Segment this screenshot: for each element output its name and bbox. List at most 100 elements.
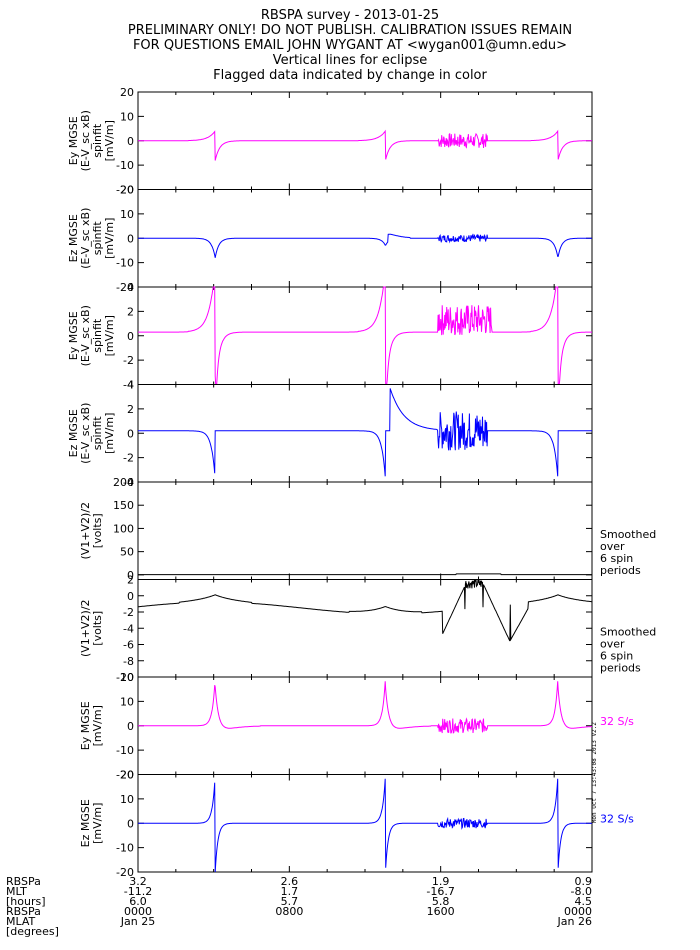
side-annotation: 32 S/s <box>600 715 634 728</box>
y-axis-label-line: (V1+V2)/2 <box>79 502 92 560</box>
panel-frame <box>137 384 593 483</box>
series-line <box>137 579 592 642</box>
ephemeris-value: 5.8 <box>432 895 450 908</box>
y-axis-label-line: Ez MGSE <box>79 799 92 847</box>
y-tick-label: -20 <box>116 184 134 197</box>
y-tick-label: 150 <box>113 499 134 512</box>
y-tick-label: -20 <box>116 866 134 879</box>
side-annotation-line: 6 spin <box>600 552 633 565</box>
side-annotation-line: Smoothed <box>600 626 656 639</box>
panel-7: -20 -10 0 10 20 Ey MGSE[mV/m] 32 S/s <box>79 671 634 782</box>
side-annotation-line: periods <box>600 564 641 577</box>
series-line <box>138 573 592 576</box>
side-annotation-line: 6 spin <box>600 650 633 663</box>
y-axis-label: Ez MGSE[mV/m] <box>79 799 104 847</box>
ephemeris-label: RBSPa <box>6 905 41 918</box>
series-line <box>138 681 593 734</box>
series-line <box>138 286 592 385</box>
y-tick-label: 100 <box>113 522 134 535</box>
y-axis-label-line: [mV/m] <box>91 803 104 844</box>
y-axis-label: (V1+V2)/2[volts] <box>79 599 104 657</box>
panel-8: -20 -10 0 10 20 Ez MGSE[mV/m] 32 S/s <box>79 769 634 880</box>
y-tick-label: -2 <box>123 354 134 367</box>
y-tick-label: 4 <box>127 379 134 392</box>
title-block: RBSPA survey - 2013-01-25 PRELIMINARY ON… <box>0 8 700 83</box>
y-tick-label: -10 <box>116 842 134 855</box>
y-tick-label: 0 <box>127 427 134 440</box>
y-tick-label: 10 <box>120 110 134 123</box>
ephemeris-value: 0.9 <box>575 875 593 888</box>
y-tick-label: -2 <box>123 452 134 465</box>
y-tick-label: -10 <box>116 744 134 757</box>
ephemeris-value: Jan 25 <box>120 915 155 928</box>
y-tick-label: 2 <box>127 403 134 416</box>
panel-4: -4 -2 0 2 4 Ez MGSE(E-V_sc xB)spinfit[mV/m] <box>67 379 593 489</box>
panel-2: -20 -10 0 10 20 Ez MGSE(E-V_sc xB)spinfit[mV/… <box>67 184 593 294</box>
ephemeris-value: 1600 <box>427 905 455 918</box>
y-tick-label: 2 <box>127 574 134 587</box>
version-stamp: Mon Oct 7 13:43:08 2013 V2.2 <box>591 722 598 824</box>
ephemeris-label: [degrees] <box>6 925 59 938</box>
side-annotation: 32 S/s <box>600 813 634 826</box>
y-axis-label-line: spinfit <box>91 416 104 451</box>
y-axis-label-line: Ez MGSE <box>67 214 80 262</box>
ephemeris-value: 0000 <box>564 905 592 918</box>
y-tick-label: -2 <box>123 606 134 619</box>
chart-title: RBSPA survey - 2013-01-25 <box>260 8 440 23</box>
y-tick-label: 20 <box>120 184 134 197</box>
ephemeris-label: [hours] <box>6 895 46 908</box>
y-tick-label: -8 <box>123 655 134 668</box>
warning-line: PRELIMINARY ONLY! DO NOT PUBLISH. CALIBR… <box>127 23 573 38</box>
panel-frame <box>137 579 593 678</box>
y-tick-label: 20 <box>120 671 134 684</box>
y-axis-label-line: (E-V_sc xB) <box>79 403 92 464</box>
y-tick-label: -10 <box>116 671 134 684</box>
y-axis-label: Ez MGSE(E-V_sc xB)spinfit[mV/m] <box>67 403 116 464</box>
y-axis-label: Ey MGSE(E-V_sc xB)spinfit[mV/m] <box>67 110 116 171</box>
side-annotation-line: over <box>600 638 625 651</box>
panel-5: 0 50 100 150 200 (V1+V2)/2[volts] Smoothed over… <box>79 476 656 582</box>
y-tick-label: 0 <box>127 330 134 343</box>
y-axis-label-line: (V1+V2)/2 <box>79 599 92 657</box>
side-annotation-line: over <box>600 540 625 553</box>
y-tick-label: 20 <box>120 769 134 782</box>
y-axis-label-line: [volts] <box>91 513 104 548</box>
side-annotation-line: 32 S/s <box>600 715 634 728</box>
y-axis-label-line: [mV/m] <box>103 120 116 161</box>
y-tick-label: 0 <box>127 590 134 603</box>
ephemeris-label: MLT <box>6 885 27 898</box>
y-tick-label: 0 <box>127 569 134 582</box>
ephemeris-value: -11.2 <box>124 885 152 898</box>
ephemeris-value: 1.9 <box>432 875 450 888</box>
contact-line: FOR QUESTIONS EMAIL JOHN WYGANT AT <wyga… <box>132 38 568 53</box>
ephemeris-label: MLAT <box>6 915 36 928</box>
ephemeris-value: 0800 <box>275 905 303 918</box>
side-annotation: Smoothed over 6 spin periods <box>600 626 656 675</box>
y-tick-label: 10 <box>120 695 134 708</box>
y-axis-label-line: (E-V_sc xB) <box>79 305 92 366</box>
y-tick-label: 0 <box>127 232 134 245</box>
y-axis-label-line: Ey MGSE <box>67 311 80 360</box>
y-tick-label: -10 <box>116 159 134 172</box>
y-axis-label-line: [volts] <box>91 611 104 646</box>
side-annotation-line: Smoothed <box>600 528 656 541</box>
panel-6: -10 -8 -6 -4 -2 0 2 (V1+V2)/2[volts] Smoothed ove… <box>79 574 656 685</box>
y-tick-label: 2 <box>127 305 134 318</box>
y-tick-label: 0 <box>127 720 134 733</box>
y-tick-label: -6 <box>123 639 134 652</box>
y-tick-label: 0 <box>127 135 134 148</box>
y-tick-label: 4 <box>127 281 134 294</box>
y-axis-label-line: (E-V_sc xB) <box>79 110 92 171</box>
y-axis-label-line: spinfit <box>91 318 104 353</box>
ephemeris-table: RBSPaMLT[hours]RBSPaMLAT[degrees]3.2-11.… <box>6 875 592 938</box>
y-tick-label: -20 <box>116 281 134 294</box>
y-axis-label-line: Ez MGSE <box>67 409 80 457</box>
y-tick-label: 10 <box>120 208 134 221</box>
y-tick-label: -20 <box>116 769 134 782</box>
side-annotation-line: periods <box>600 662 641 675</box>
y-axis-label-line: [mV/m] <box>103 413 116 454</box>
ephemeris-value: 4.5 <box>575 895 593 908</box>
y-axis-label: (V1+V2)/2[volts] <box>79 502 104 560</box>
y-tick-label: -10 <box>116 257 134 270</box>
y-axis-label-line: (E-V_sc xB) <box>79 208 92 269</box>
